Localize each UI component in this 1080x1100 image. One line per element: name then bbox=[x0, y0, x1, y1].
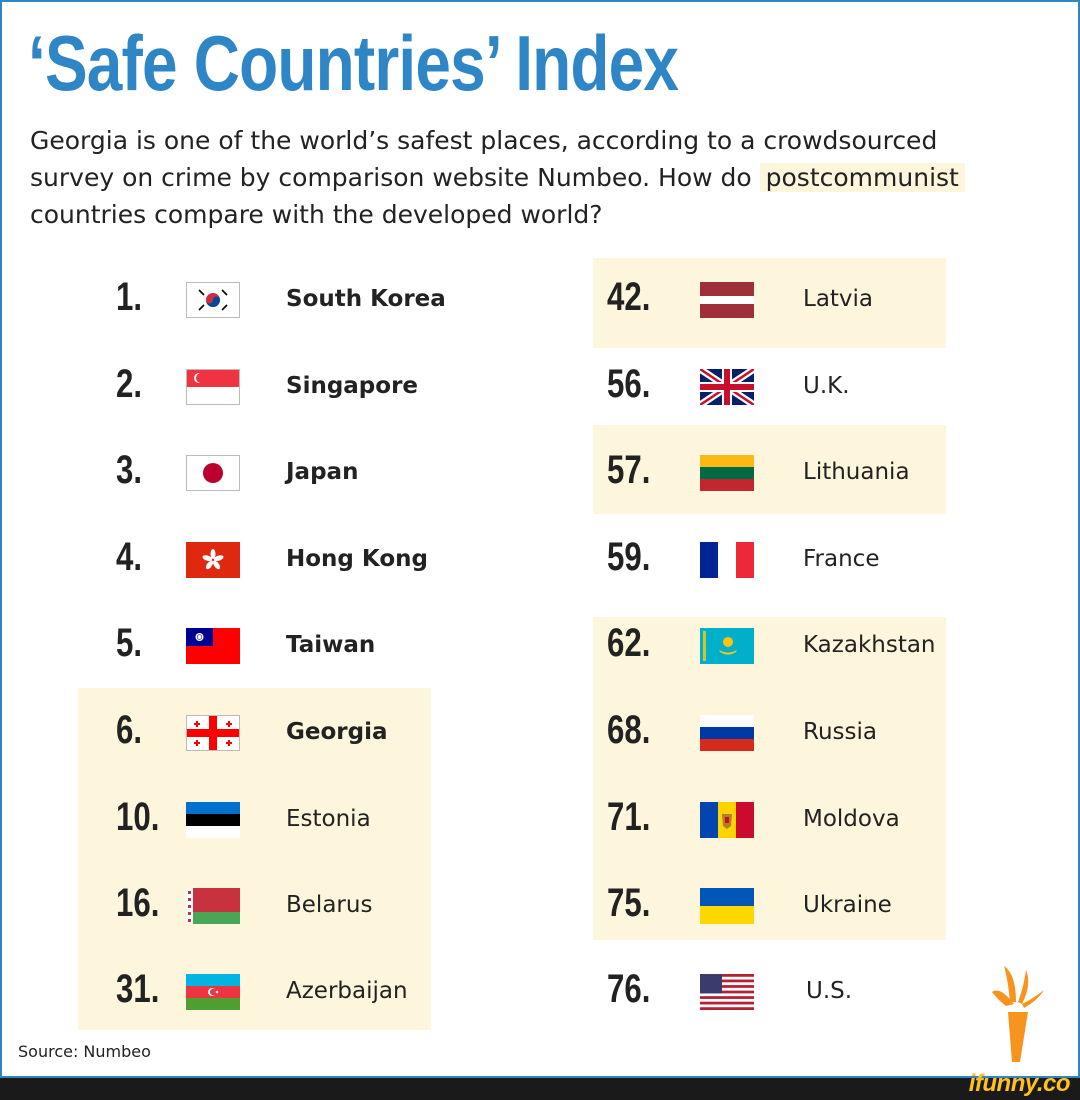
rank-label: 16. bbox=[116, 881, 160, 925]
list-item: 42. Latvia bbox=[540, 270, 960, 330]
country-name: U.S. bbox=[806, 978, 853, 1004]
list-item: 10. Estonia bbox=[0, 790, 540, 850]
rank-label: 4. bbox=[116, 535, 143, 579]
country-name: Lithuania bbox=[803, 459, 910, 485]
list-item: 76. U.S. bbox=[540, 962, 960, 1022]
country-name: U.K. bbox=[803, 373, 850, 399]
list-item: 75. Ukraine bbox=[540, 876, 960, 936]
kazakhstan-flag-icon bbox=[700, 628, 754, 664]
rank-label: 10. bbox=[116, 795, 160, 839]
country-name: South Korea bbox=[286, 286, 446, 312]
list-item: 5. Taiwan bbox=[0, 616, 540, 676]
country-name: Taiwan bbox=[286, 632, 376, 658]
list-item: 62. Kazakhstan bbox=[540, 616, 960, 676]
highlight-box-latvia bbox=[593, 258, 946, 348]
country-name: Ukraine bbox=[803, 892, 892, 918]
subtitle-text-end: countries compare with the developed wor… bbox=[30, 200, 603, 229]
list-item: 16. Belarus bbox=[0, 876, 540, 936]
japan-flag-icon bbox=[186, 455, 240, 491]
list-item: 1. South Korea bbox=[0, 270, 540, 330]
country-name: Latvia bbox=[803, 286, 874, 312]
list-item: 6. Georgia bbox=[0, 703, 540, 763]
country-name: Estonia bbox=[286, 806, 371, 832]
subtitle: Georgia is one of the world’s safest pla… bbox=[30, 122, 1010, 233]
russia-flag-icon bbox=[700, 715, 754, 751]
list-item: 3. Japan bbox=[0, 443, 540, 503]
rank-label: 62. bbox=[607, 621, 651, 665]
azerbaijan-flag-icon bbox=[186, 974, 240, 1010]
country-name: Azerbaijan bbox=[286, 978, 408, 1004]
taiwan-flag-icon bbox=[186, 628, 240, 664]
us-flag-icon bbox=[700, 974, 754, 1010]
watermark: ifunny.co bbox=[968, 1070, 1071, 1097]
list-item: 57. Lithuania bbox=[540, 443, 960, 503]
subtitle-text-start: Georgia is one of the world’s safest pla… bbox=[30, 126, 938, 192]
country-name: France bbox=[803, 546, 880, 572]
list-item: 59. France bbox=[540, 530, 960, 590]
country-name: Georgia bbox=[286, 719, 388, 745]
moldova-flag-icon bbox=[700, 802, 754, 838]
hong-kong-flag-icon bbox=[186, 542, 240, 578]
list-item: 2. Singapore bbox=[0, 357, 540, 417]
subtitle-highlight: postcommunist bbox=[759, 163, 965, 192]
rank-label: 57. bbox=[607, 448, 651, 492]
ukraine-flag-icon bbox=[700, 888, 754, 924]
country-name: Singapore bbox=[286, 373, 419, 399]
rank-label: 59. bbox=[607, 535, 651, 579]
country-name: Moldova bbox=[803, 806, 900, 832]
rank-label: 6. bbox=[116, 708, 143, 752]
rank-label: 56. bbox=[607, 362, 651, 406]
rank-label: 42. bbox=[607, 275, 651, 319]
highlight-box-left bbox=[78, 688, 431, 1030]
georgia-flag-icon bbox=[186, 715, 240, 751]
rank-label: 71. bbox=[607, 795, 651, 839]
highlight-box-right bbox=[593, 617, 946, 940]
rank-label: 68. bbox=[607, 708, 651, 752]
list-item: 4. Hong Kong bbox=[0, 530, 540, 590]
highlight-box-lithuania bbox=[593, 425, 946, 514]
bottom-bar: ifunny.co bbox=[0, 1070, 1080, 1100]
page-title: ‘Safe Countries’ Index bbox=[28, 19, 679, 107]
latvia-flag-icon bbox=[700, 282, 754, 318]
list-item: 71. Moldova bbox=[540, 790, 960, 850]
singapore-flag-icon bbox=[186, 369, 240, 405]
list-item: 56. U.K. bbox=[540, 357, 960, 417]
rank-label: 76. bbox=[607, 967, 651, 1011]
rank-label: 2. bbox=[116, 362, 143, 406]
france-flag-icon bbox=[700, 542, 754, 578]
list-item: 68. Russia bbox=[540, 703, 960, 763]
uk-flag-icon bbox=[700, 369, 754, 405]
country-name: Hong Kong bbox=[286, 546, 428, 572]
rank-label: 5. bbox=[116, 621, 143, 665]
south-korea-flag-icon bbox=[186, 282, 240, 318]
country-name: Kazakhstan bbox=[803, 632, 936, 658]
lithuania-flag-icon bbox=[700, 455, 754, 491]
rank-label: 1. bbox=[116, 275, 143, 319]
rank-label: 3. bbox=[116, 448, 143, 492]
belarus-flag-icon bbox=[186, 888, 240, 924]
country-name: Russia bbox=[803, 719, 877, 745]
country-name: Belarus bbox=[286, 892, 373, 918]
rank-label: 31. bbox=[116, 967, 160, 1011]
estonia-flag-icon bbox=[186, 802, 240, 838]
list-item: 31. Azerbaijan bbox=[0, 962, 540, 1022]
source-note: Source: Numbeo bbox=[18, 1042, 151, 1061]
rank-label: 75. bbox=[607, 881, 651, 925]
rferl-torch-icon bbox=[992, 966, 1044, 1062]
country-name: Japan bbox=[286, 459, 359, 485]
